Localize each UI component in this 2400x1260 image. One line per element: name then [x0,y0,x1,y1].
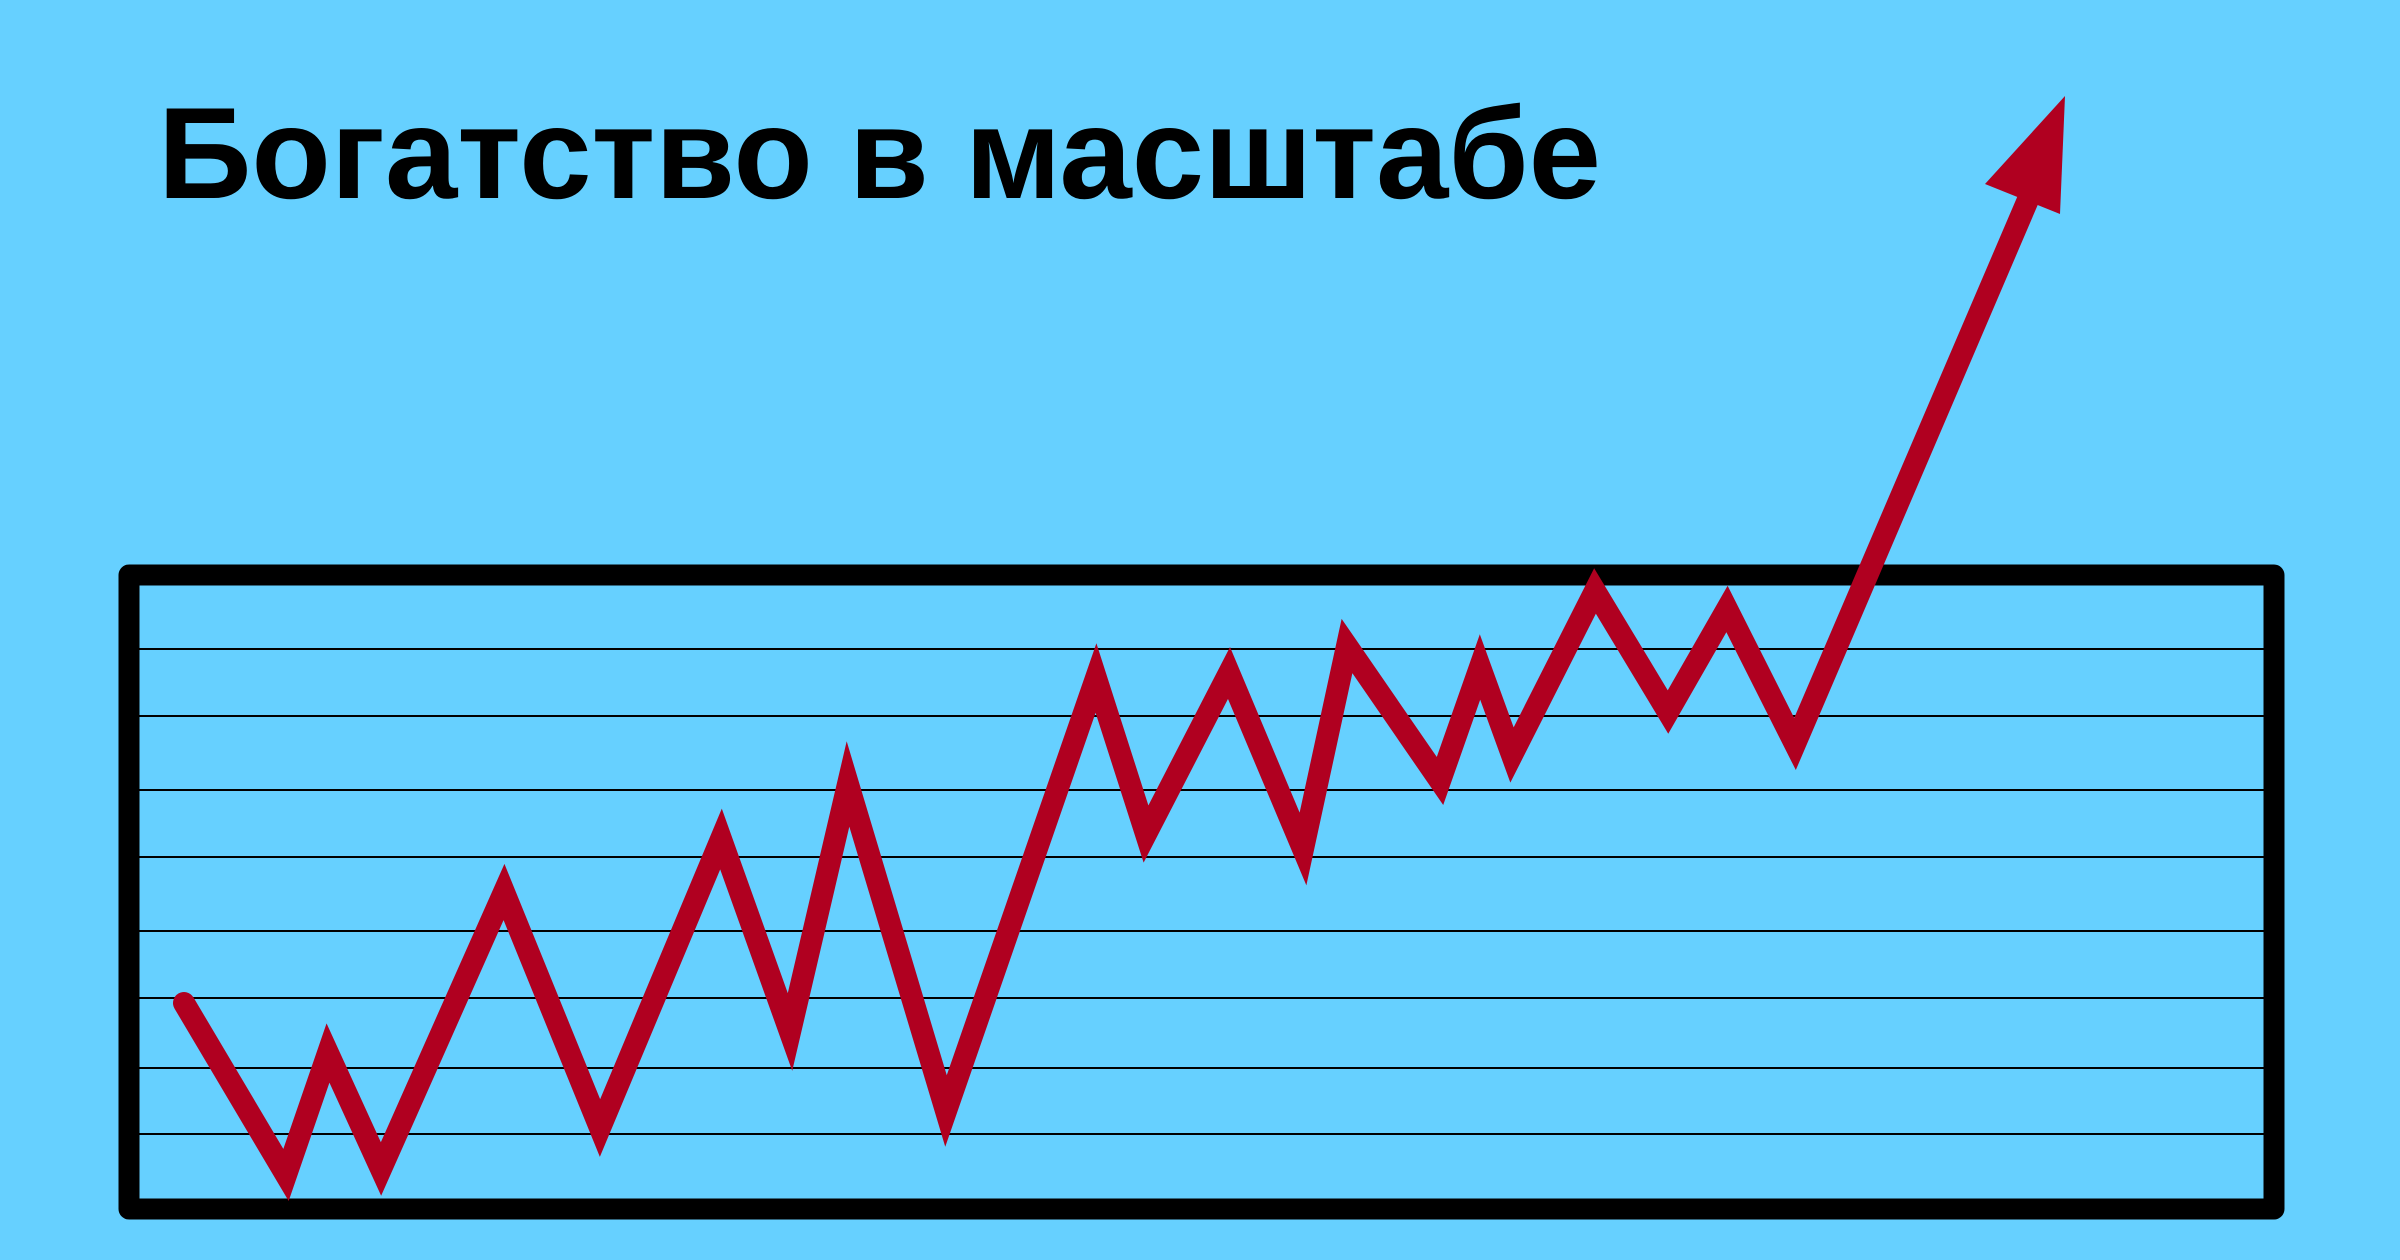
arrow-head [1985,96,2065,214]
chart-frame [118,564,2285,1220]
trend-line [173,170,2047,1202]
title: Богатство в масштабе [158,80,1601,226]
